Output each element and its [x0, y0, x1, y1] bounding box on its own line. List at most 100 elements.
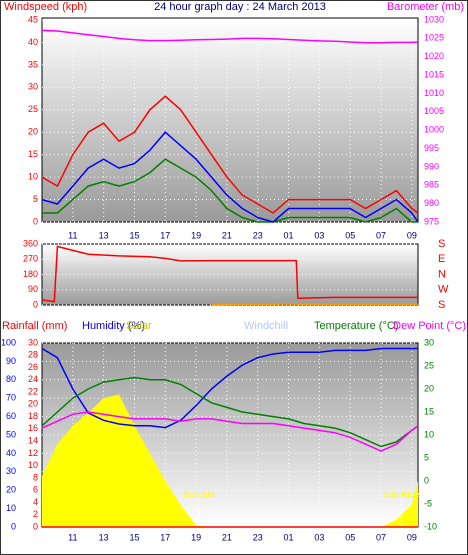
compass-label: E	[438, 253, 445, 265]
x-tick-label: 11	[68, 532, 77, 542]
x-tick-label: 09	[407, 532, 417, 542]
tick-label: 5	[33, 194, 38, 204]
tick-label: 15	[28, 149, 38, 159]
x-tick-label: 17	[160, 230, 170, 240]
tick-label: 30	[28, 82, 38, 92]
compass-label: N	[438, 268, 446, 280]
tick-label: 0	[33, 299, 38, 309]
annotation: Sun Set	[183, 489, 216, 499]
chart-title: 24 hour graph day : 24 March 2013	[154, 1, 326, 13]
tick-label: 25	[28, 104, 38, 114]
x-tick-label: 21	[222, 532, 232, 542]
tick-label: 70	[6, 393, 16, 403]
tick-label: 20	[28, 399, 38, 409]
x-tick-label: 17	[160, 532, 170, 542]
tick-label: 2	[33, 509, 38, 519]
tick-label: 40	[6, 448, 16, 458]
legend-label: Dew Point (°C)	[393, 320, 466, 332]
tick-label: 990	[424, 161, 439, 171]
x-tick-label: 03	[314, 230, 324, 240]
tick-label: 0	[11, 521, 16, 531]
compass-label: S	[438, 238, 445, 250]
tick-label: 10	[28, 460, 38, 470]
tick-label: 40	[28, 37, 38, 47]
tick-label: 4	[33, 497, 38, 507]
plot-bg	[41, 17, 419, 223]
x-tick-label: 23	[253, 532, 263, 542]
tick-label: 20	[6, 485, 16, 495]
tick-label: 1000	[424, 125, 444, 135]
tick-label: 1015	[424, 69, 444, 79]
y-label: Windspeed (kph)	[4, 1, 87, 13]
tick-label: 12	[28, 448, 38, 458]
x-tick-label: 13	[99, 230, 109, 240]
tick-label: 26	[28, 362, 38, 372]
tick-label: 14	[28, 436, 38, 446]
tick-label: 24	[28, 374, 38, 384]
compass-label: S	[438, 299, 445, 311]
x-tick-label: 05	[345, 230, 355, 240]
legend-label: Windchill	[244, 320, 288, 332]
x-tick-label: 21	[222, 230, 232, 240]
x-tick-label: 09	[407, 230, 417, 240]
tick-label: 10	[28, 171, 38, 181]
tick-label: 980	[424, 198, 439, 208]
x-tick-label: 05	[345, 532, 355, 542]
tick-label: 985	[424, 180, 439, 190]
line	[211, 303, 419, 306]
tick-label: 30	[6, 466, 16, 476]
tick-label: 0	[33, 521, 38, 531]
tick-label: 100	[1, 337, 16, 347]
tick-label: 1010	[424, 88, 444, 98]
tick-label: 270	[23, 254, 38, 264]
tick-label: 16	[28, 423, 38, 433]
line	[41, 347, 418, 429]
tick-label: 20	[424, 383, 434, 393]
tick-label: 50	[6, 429, 16, 439]
line	[41, 376, 419, 448]
tick-label: 995	[424, 143, 439, 153]
x-tick-label: 23	[253, 230, 263, 240]
tick-label: 0	[33, 216, 38, 226]
tick-label: 22	[28, 386, 38, 396]
y2-label: Barometer (mb)	[387, 1, 464, 13]
tick-label: 90	[6, 356, 16, 366]
tick-label: 60	[6, 411, 16, 421]
x-tick-label: 15	[129, 230, 139, 240]
tick-label: -10	[424, 521, 437, 531]
tick-label: 0	[424, 475, 429, 485]
legend-label: Rainfall (mm)	[2, 320, 67, 332]
line	[41, 411, 419, 452]
tick-label: 10	[424, 429, 434, 439]
tick-label: -5	[424, 498, 432, 508]
line	[41, 131, 419, 223]
tick-label: 18	[28, 411, 38, 421]
x-tick-label: 19	[191, 532, 201, 542]
x-tick-label: 01	[284, 532, 294, 542]
tick-label: 1025	[424, 33, 444, 43]
legend-label: Solar	[126, 320, 152, 332]
tick-label: 28	[28, 350, 38, 360]
tick-label: 5	[424, 452, 429, 462]
tick-label: 8	[33, 472, 38, 482]
tick-label: 15	[424, 406, 434, 416]
tick-label: 1030	[424, 14, 444, 24]
tick-label: 35	[28, 59, 38, 69]
compass-label: W	[438, 284, 449, 296]
tick-label: 180	[23, 269, 38, 279]
tick-label: 25	[424, 360, 434, 370]
tick-label: 1005	[424, 106, 444, 116]
annotation: Sun Rise	[383, 489, 420, 499]
line	[41, 245, 418, 303]
x-tick-label: 15	[129, 532, 139, 542]
line	[42, 158, 418, 223]
tick-label: 30	[424, 337, 434, 347]
x-tick-label: 01	[284, 230, 294, 240]
tick-label: 6	[33, 485, 38, 495]
tick-label: 30	[28, 337, 38, 347]
legend-label: Humidity (%)	[82, 320, 145, 332]
x-tick-label: 19	[191, 230, 201, 240]
tick-label: 45	[28, 14, 38, 24]
x-tick-label: 07	[376, 532, 386, 542]
